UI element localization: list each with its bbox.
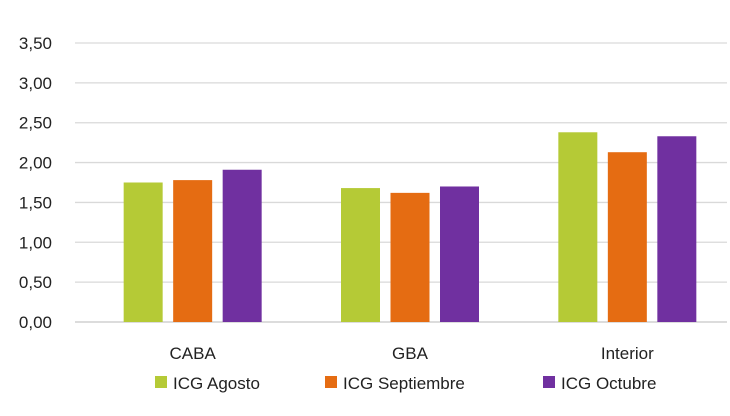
y-tick-label: 2,00 xyxy=(19,154,52,173)
bar-interior-0 xyxy=(558,132,598,322)
bar-gba-2 xyxy=(440,186,479,322)
bar-caba-0 xyxy=(123,182,163,322)
bar-gba-0 xyxy=(341,188,380,322)
legend-label: ICG Agosto xyxy=(173,374,260,393)
x-tick-label: CABA xyxy=(170,344,217,363)
bar-interior-1 xyxy=(607,152,647,322)
y-tick-label: 2,50 xyxy=(19,114,52,133)
legend-label: ICG Septiembre xyxy=(343,374,465,393)
bar-caba-2 xyxy=(222,169,262,322)
legend-label: ICG Octubre xyxy=(561,374,656,393)
legend-swatch xyxy=(325,376,337,388)
bar-gba-1 xyxy=(390,192,430,322)
x-tick-label: GBA xyxy=(392,344,429,363)
y-tick-label: 0,50 xyxy=(19,273,52,292)
legend-swatch xyxy=(155,376,167,388)
bar-interior-2 xyxy=(657,136,697,322)
x-tick-label: Interior xyxy=(601,344,654,363)
y-tick-label: 3,00 xyxy=(19,74,52,93)
y-tick-label: 1,00 xyxy=(19,233,52,252)
y-tick-label: 3,50 xyxy=(19,34,52,53)
y-tick-label: 0,00 xyxy=(19,313,52,332)
bar-caba-1 xyxy=(173,180,213,322)
legend-swatch xyxy=(543,376,555,388)
y-tick-label: 1,50 xyxy=(19,193,52,212)
